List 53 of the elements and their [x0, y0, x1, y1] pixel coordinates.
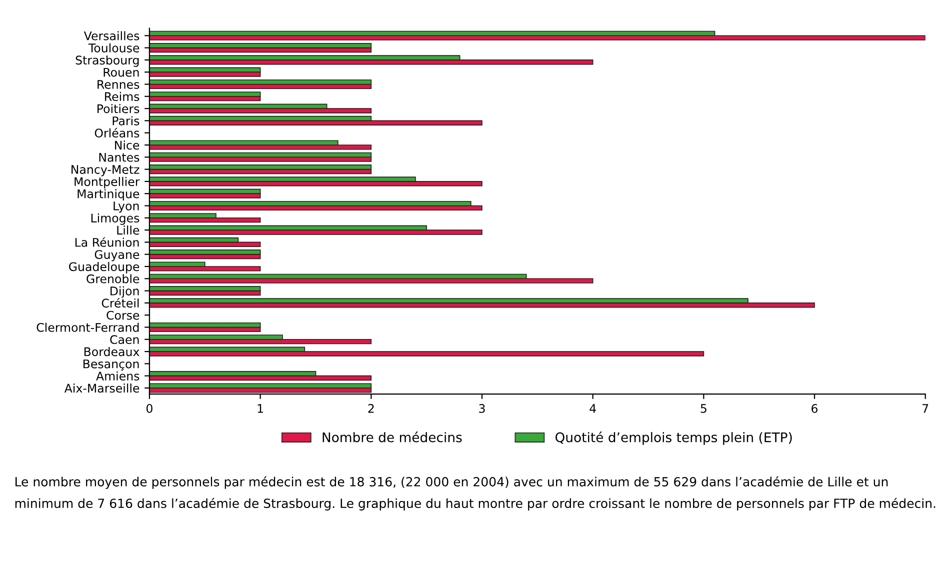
y-tick-label: La Réunion	[75, 237, 139, 247]
bar	[149, 79, 372, 85]
x-tick-label: 4	[590, 404, 596, 413]
x-tick-label: 7	[922, 404, 928, 413]
y-tick-label: Versailles	[84, 31, 140, 40]
text: Le nombre moyen de personnels par médecin est de 18 316, (22 000 en 2004) avec un maximum de 55 629 dans l’académie de Lille et un minimum de 7 616 dans l’académie de Strasbourg. Le graphique du haut montre par ordre croissant le nombre de personnels par FTP de médecin.	[15, 476, 936, 510]
y-tick-label: Grenoble	[86, 274, 140, 284]
y-tick-label: Corse	[106, 310, 140, 320]
y-tick-label: Besançon	[83, 360, 139, 370]
y-tick-label: Poitiers	[98, 104, 140, 114]
y-tick-label: Aix-Marseille	[64, 384, 140, 393]
x-tick-label: 3	[479, 404, 485, 413]
bar	[149, 92, 261, 97]
y-tick-label: Martinique	[78, 189, 140, 201]
y-tick-label: Rouen	[104, 68, 139, 77]
y-tick-label: Bordeaux	[84, 347, 140, 356]
y-tick-label: Reims	[105, 92, 140, 102]
bar	[149, 250, 261, 255]
y-tick-label: Guyane	[94, 250, 140, 262]
bar	[149, 188, 261, 194]
y-tick-label: Orléans	[94, 128, 140, 138]
y-tick-label: Amiens	[96, 371, 140, 380]
y-tick-label: Paris	[112, 116, 140, 126]
bar	[149, 35, 926, 40]
bar	[149, 164, 372, 170]
y-tick-label: Montpellier	[74, 176, 140, 188]
legend-label: Nombre de médecins	[322, 432, 462, 442]
y-tick-label: Rennes	[98, 80, 140, 89]
x-tick-label: 6	[812, 404, 818, 413]
bar	[149, 67, 261, 73]
y-tick-label: Clermont-Ferrand	[36, 322, 139, 332]
y-tick-label: Strasbourg	[76, 55, 139, 67]
x-tick-label: 2	[368, 404, 374, 413]
bar	[149, 152, 372, 158]
bar	[149, 286, 261, 292]
legend-label: Quotité d’emplois temps plein (ETP)	[556, 432, 792, 445]
y-tick-label: Nice	[115, 140, 140, 150]
y-tick-label: Nantes	[99, 153, 140, 162]
y-tick-label: Créteil	[102, 298, 139, 308]
x-tick-label: 5	[700, 404, 706, 413]
y-tick-label: Guadeloupe	[69, 262, 140, 274]
bar	[149, 322, 261, 328]
y-tick-label: Nancy-Metz	[72, 165, 140, 176]
bar	[149, 42, 372, 48]
y-tick-label: Lyon	[114, 202, 139, 213]
y-tick-label: Toulouse	[88, 43, 140, 52]
x-tick-label: 1	[258, 404, 263, 413]
y-tick-label: Lille	[117, 226, 140, 235]
bar	[149, 120, 482, 126]
y-tick-label: Limoges	[91, 213, 140, 225]
y-tick-label: Caen	[110, 335, 139, 344]
x-tick-label: 0	[146, 404, 152, 413]
y-tick-label: Dijon	[110, 286, 139, 298]
